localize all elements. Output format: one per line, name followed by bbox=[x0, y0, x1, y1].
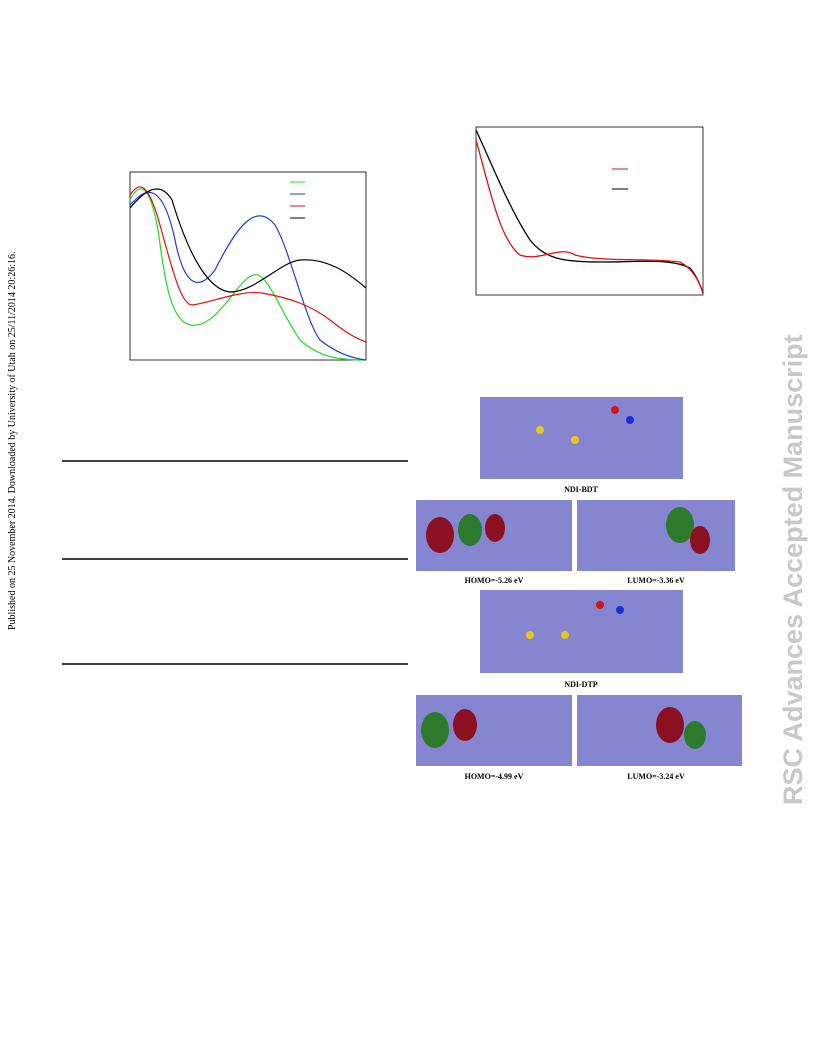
table-rules bbox=[62, 460, 408, 665]
absorption-chart bbox=[129, 171, 367, 361]
cv-chart bbox=[475, 126, 704, 296]
orbital-lobes bbox=[421, 406, 710, 749]
molecule-label: NDI-BDT bbox=[564, 485, 598, 494]
published-note: Published on 25 November 2014. Downloade… bbox=[7, 252, 18, 630]
watermark: RSC Advances Accepted Manuscript bbox=[778, 334, 808, 805]
lumo-label: LUMO=-3.24 eV bbox=[627, 772, 685, 781]
homo-label: HOMO=-4.99 eV bbox=[465, 772, 524, 781]
lumo-label: LUMO=-3.36 eV bbox=[627, 576, 685, 585]
homo-label: HOMO=-5.26 eV bbox=[465, 576, 524, 585]
molecule-label: NDI-DTP bbox=[564, 680, 597, 689]
